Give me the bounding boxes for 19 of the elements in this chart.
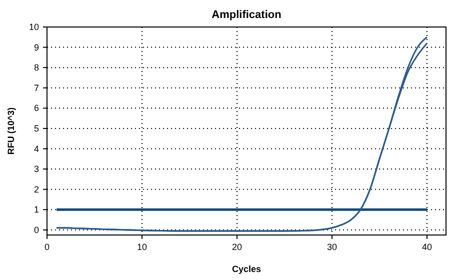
y-tick-label: 1 — [34, 204, 39, 215]
x-tick-label: 40 — [422, 242, 432, 252]
x-tick-label: 20 — [232, 242, 242, 252]
y-tick-label: 4 — [34, 144, 39, 154]
y-axis-title: RFU (10^3) — [6, 107, 16, 155]
y-tick-label: 7 — [34, 82, 39, 93]
y-tick-label: 0 — [34, 224, 39, 235]
chart-title: Amplification — [212, 9, 282, 21]
x-axis-title: Cycles — [232, 264, 262, 274]
y-tick-label: 2 — [34, 184, 39, 194]
y-tick-label: 6 — [34, 103, 39, 114]
x-tick-label: 10 — [136, 242, 148, 252]
y-tick-label: 8 — [34, 62, 39, 73]
y-tick-label: 3 — [34, 164, 39, 174]
x-tick-label: 0 — [44, 242, 50, 252]
y-tick-label: 9 — [34, 42, 39, 52]
y-tick-label: 5 — [34, 123, 39, 134]
y-tick-label: 10 — [28, 22, 39, 32]
x-tick-label: 30 — [326, 242, 338, 252]
